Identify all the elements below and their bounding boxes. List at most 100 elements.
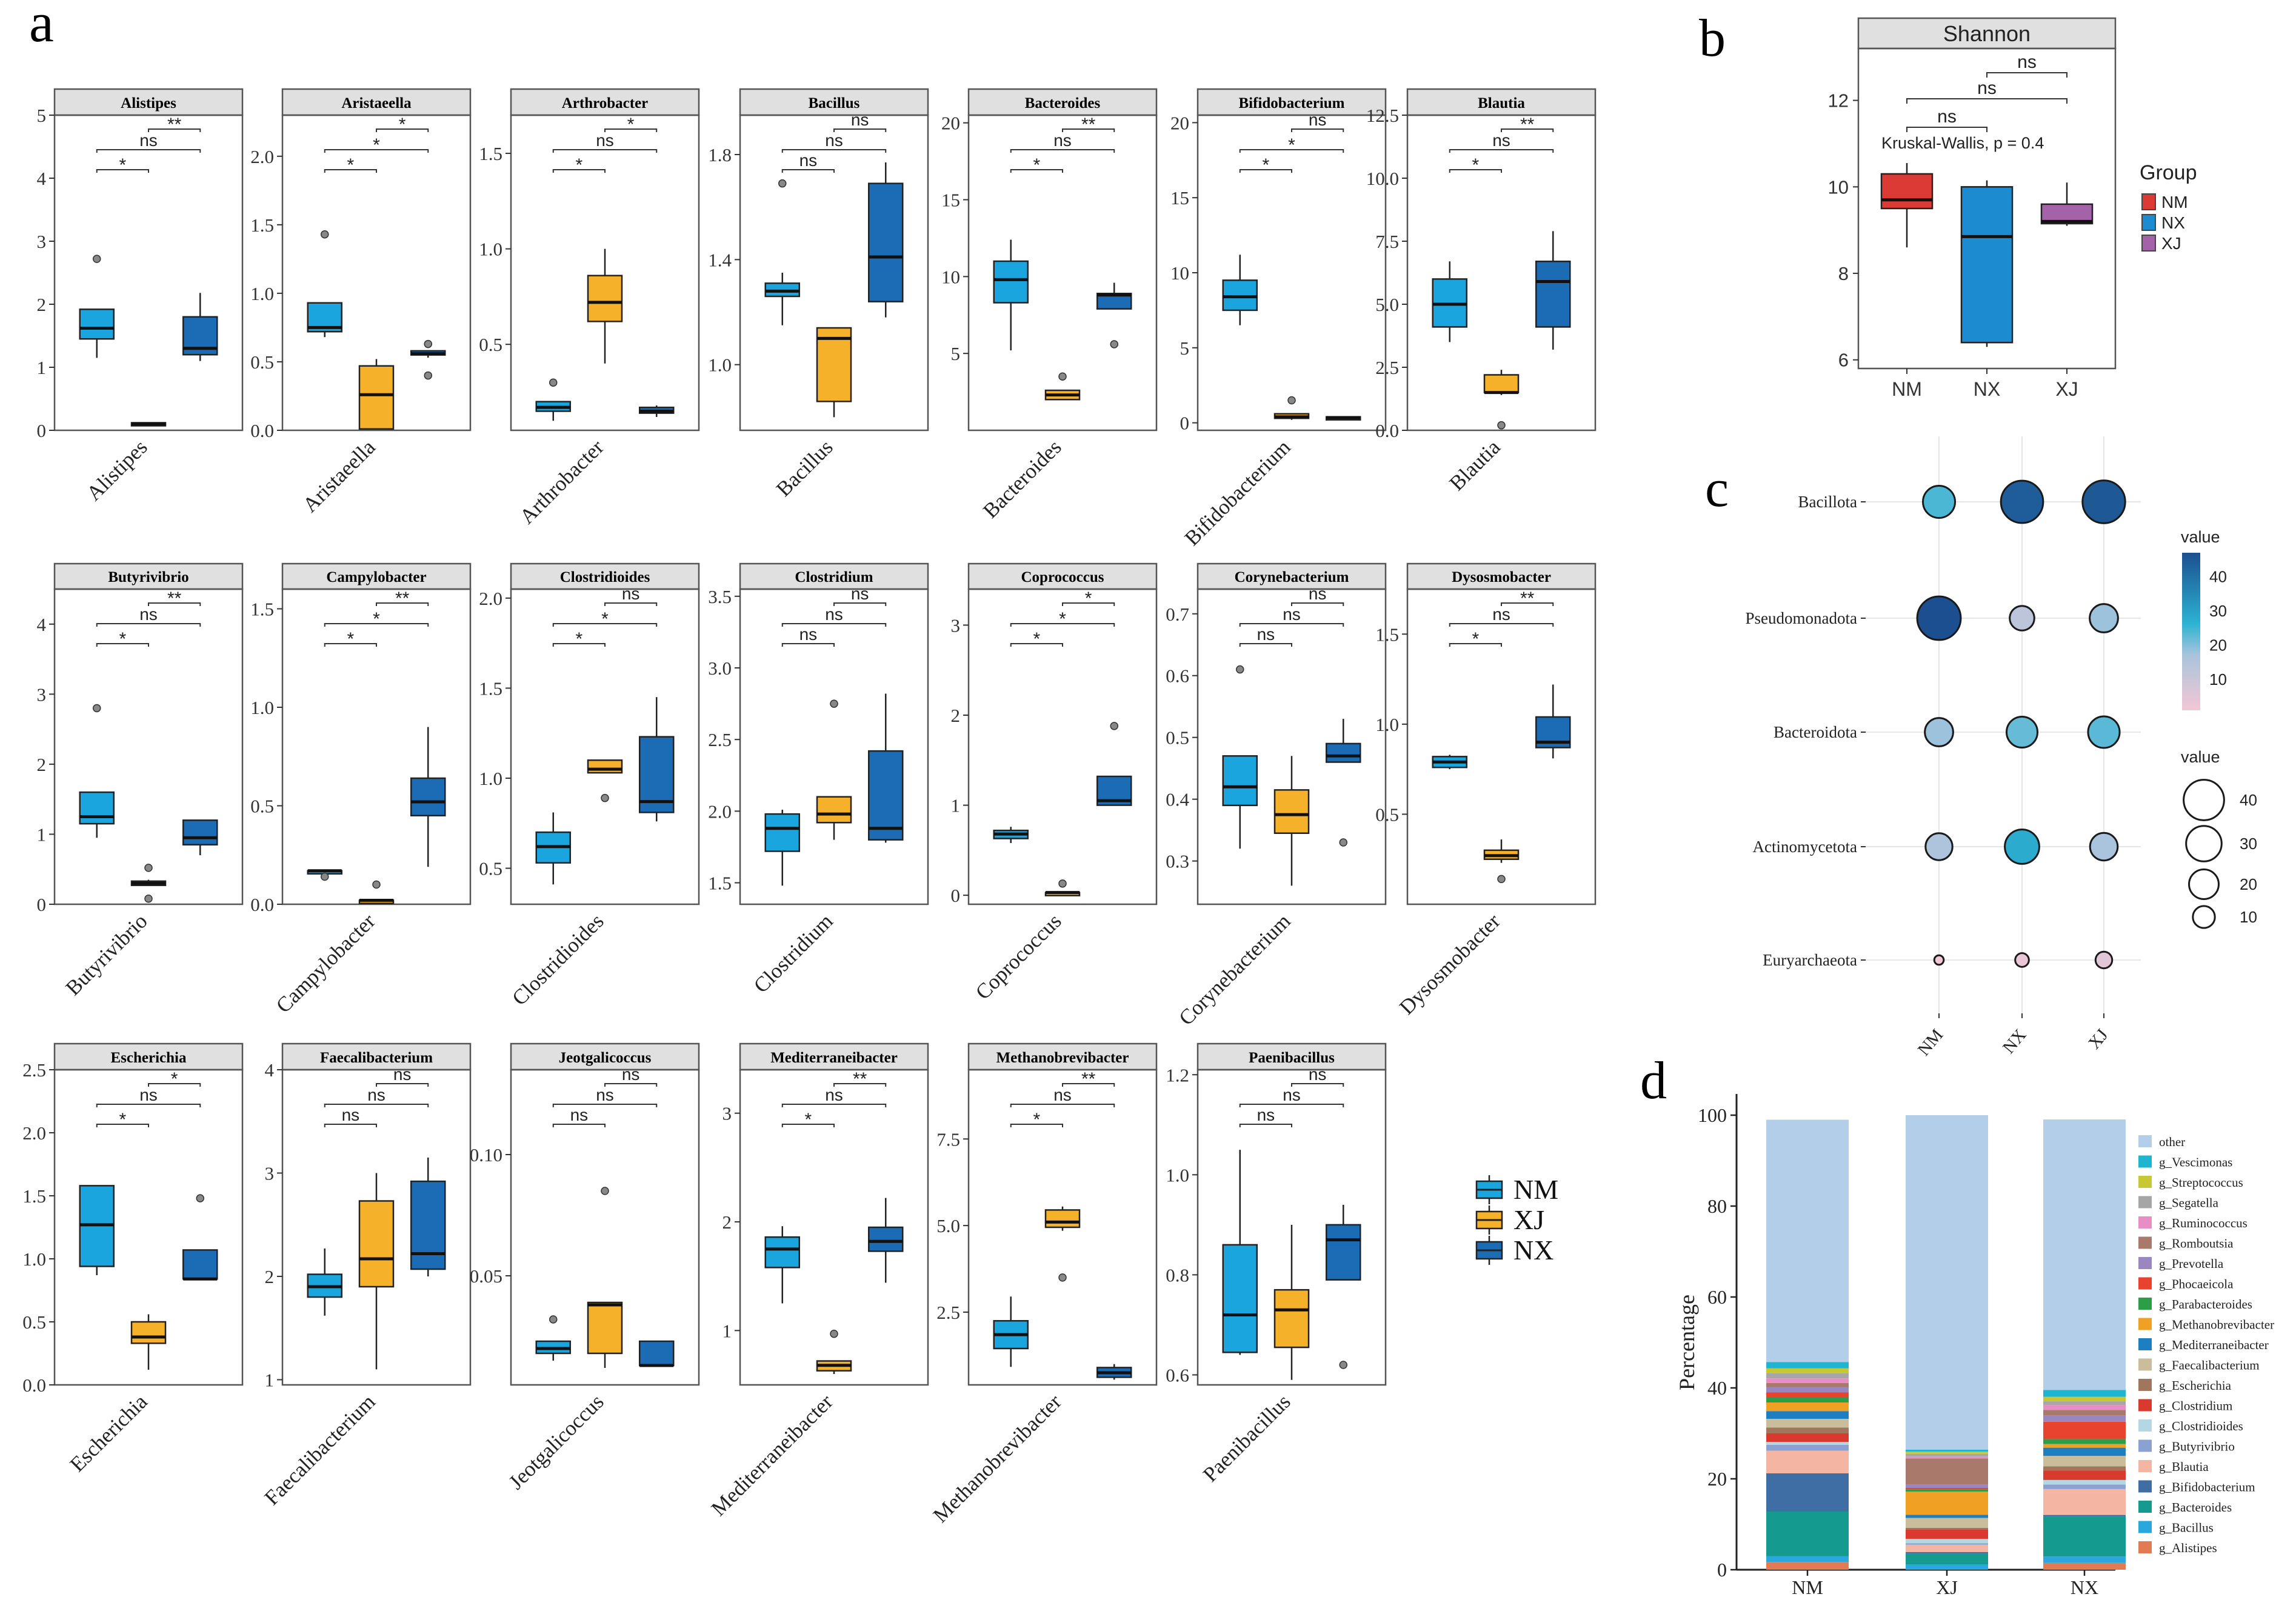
bar-segment-xj-g_parabacteroides	[1906, 1489, 1988, 1492]
legend-label-g_segatella: g_Segatella	[2159, 1196, 2219, 1210]
box-nm-outlier-0	[93, 255, 101, 263]
x-tick-label: XJ	[2055, 378, 2078, 400]
sig-bracket	[1010, 1104, 1115, 1107]
facet-title: Butyrivibrio	[108, 569, 189, 585]
y-tick-label: 2	[265, 1266, 275, 1287]
legend-label-g_faecalibacterium: g_Faecalibacterium	[2159, 1358, 2260, 1373]
y-tick-label: 5.0	[1375, 294, 1399, 315]
y-tick-label: 0.0	[1375, 420, 1399, 441]
sig-bracket	[1239, 623, 1344, 627]
sig-bracket	[833, 1083, 887, 1087]
y-tick-label: 4	[265, 1059, 275, 1081]
bar-segment-nm-other	[1766, 1119, 1849, 1362]
y-tick-label: 10	[1170, 262, 1189, 284]
size-legend-bubble-30	[2185, 825, 2223, 862]
legend-label-g_streptococcus: g_Streptococcus	[2159, 1175, 2243, 1190]
sig-bracket	[324, 623, 429, 627]
bar-segment-nx-g_alistipes	[2043, 1562, 2126, 1570]
y-tick-label: 0.3	[1166, 851, 1189, 872]
bar-segment-nx-g_escherichia	[2043, 1466, 2126, 1471]
legend-label-g_blautia: g_Blautia	[2159, 1459, 2209, 1474]
y-tick-label: 0.5	[1375, 804, 1399, 825]
facet-strip	[510, 562, 700, 590]
bar-segment-nm-g_methanobrevibacter	[1766, 1402, 1849, 1412]
facet-frame	[1406, 588, 1597, 905]
size-legend-title: value	[2181, 748, 2220, 766]
sig-label: **	[853, 1069, 867, 1089]
y-tick-label: 3	[951, 615, 961, 636]
sig-bracket	[604, 1083, 658, 1087]
sig-label: ns	[1283, 1085, 1301, 1104]
bar-segment-nx-g_bacteroides	[2043, 1516, 2126, 1557]
sig-bracket	[1010, 643, 1063, 647]
sig-label: ns	[570, 1105, 589, 1124]
legend-label-nm: NM	[1513, 1174, 1558, 1205]
y-tick-label: 1.5	[250, 215, 274, 236]
sig-bracket	[781, 149, 887, 153]
bubble-bacillota-nm	[1921, 484, 1957, 519]
bubble-euryarchaeota-nx	[2014, 952, 2030, 968]
sig-label: ns	[1309, 110, 1327, 129]
panel-c-bubble: Bacillota Pseudomonadota Bacteroidota Actin…	[1746, 436, 2257, 1059]
facet-frame	[739, 114, 929, 432]
size-legend-label: 20	[2240, 875, 2257, 893]
facet-title: Jeotgalicoccus	[559, 1050, 652, 1066]
x-tick-label: NM	[1892, 378, 1922, 400]
sig-bracket	[96, 149, 201, 153]
y-tick-label: 0.5	[479, 334, 502, 355]
legend-label-g_vescimonas: g_Vescimonas	[2159, 1155, 2232, 1170]
bar-segment-nx-g_bifidobacterium	[2043, 1515, 2126, 1517]
bubble-actinomycetota-nx	[2004, 829, 2040, 865]
sig-label: ns	[393, 1065, 412, 1084]
y-tick-label: 1.0	[250, 283, 274, 304]
y-tick-label: 0.7	[1166, 604, 1189, 625]
bar-segment-xj-g_butyrivibrio	[1906, 1543, 1988, 1545]
y-tick-label: 5	[37, 105, 47, 126]
sig-bracket	[376, 602, 429, 606]
y-tick-label: 15	[1170, 187, 1189, 208]
y-tick-label: 7.5	[936, 1129, 960, 1150]
box-nm-box	[993, 260, 1029, 304]
sig-bracket	[552, 149, 658, 153]
legend-label-g_alistipes: g_Alistipes	[2159, 1541, 2217, 1555]
legend-key-g_faecalibacterium	[2138, 1358, 2152, 1371]
sig-bracket	[552, 1104, 658, 1107]
bar-segment-xj-g_escherichia	[1906, 1528, 1988, 1530]
facet-frame	[1196, 588, 1387, 905]
bar-segment-nx-g_bacillus	[2043, 1556, 2126, 1563]
y-category-label: Actinomycetota	[1753, 838, 1857, 856]
sig-bracket	[1010, 1124, 1063, 1127]
bar-segment-xj-other	[1906, 1115, 1988, 1450]
sig-bracket	[96, 623, 201, 627]
box-nx-outlier-0	[1339, 838, 1347, 847]
box-nx-box	[868, 1226, 904, 1252]
sig-bracket	[1906, 127, 1987, 132]
sig-label: *	[373, 609, 380, 629]
sig-bracket	[148, 1083, 201, 1087]
sig-label: ns	[596, 131, 614, 150]
sig-label: *	[627, 115, 635, 135]
sig-label: *	[373, 135, 380, 155]
bar-segment-nm-g_bifidobacterium	[1766, 1473, 1849, 1512]
box-xj-box	[587, 1301, 623, 1355]
facet-title: Bifidobacterium	[1239, 95, 1345, 112]
y-tick-label: 1	[37, 357, 47, 378]
bar-segment-xj-g_ruminococcus	[1906, 1456, 1988, 1459]
box-nx-box	[182, 819, 218, 846]
bar-segment-xj-g_prevotella	[1906, 1484, 1988, 1488]
box-xj-outlier-0	[601, 793, 609, 802]
sig-bracket	[1291, 1083, 1344, 1087]
sig-bracket	[1291, 602, 1344, 606]
shannon-box-nx-box	[1960, 186, 2014, 344]
sig-bracket	[96, 643, 149, 647]
sig-label: *	[1059, 609, 1066, 629]
y-tick-label: 2.0	[708, 801, 732, 822]
sig-bracket	[96, 1124, 149, 1127]
y-tick-label: 3	[37, 231, 47, 252]
box-xj-box	[1273, 789, 1310, 834]
sig-bracket	[324, 1124, 377, 1127]
facet-jeotgalicoccus: Jeotgalicoccus0.050.10nsnsnsJeotgalicocc…	[470, 1042, 700, 1494]
facet-title: Dysosmobacter	[1452, 569, 1551, 585]
bar-segment-nx-g_phocaeicola	[2043, 1421, 2126, 1439]
